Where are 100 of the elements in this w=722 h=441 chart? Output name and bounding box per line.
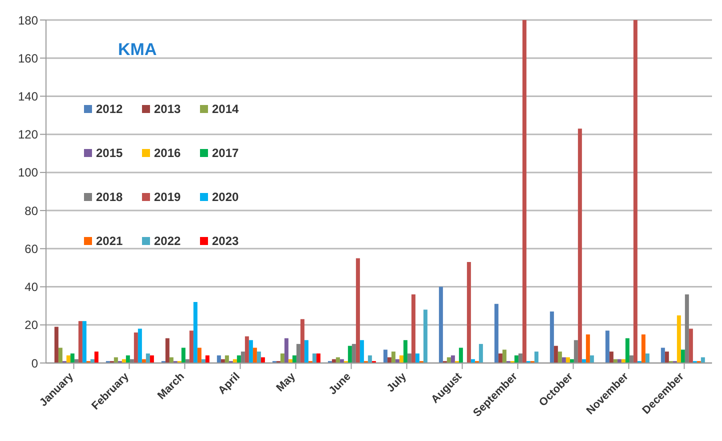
bar (356, 258, 360, 363)
text: KMA (118, 40, 157, 60)
bar (252, 348, 257, 363)
bar (688, 328, 693, 363)
bar (181, 348, 186, 363)
y-tick-label: 80 (24, 204, 38, 218)
bar (224, 355, 229, 363)
bar (312, 353, 316, 363)
bar (629, 355, 634, 363)
bar (352, 344, 356, 363)
bar (625, 338, 630, 363)
bar (450, 355, 455, 363)
bar (391, 352, 396, 363)
bar (478, 344, 483, 363)
bar (617, 359, 622, 363)
bar (522, 20, 526, 363)
bar (150, 355, 154, 363)
bar (514, 355, 518, 363)
bar (605, 330, 610, 363)
bar (220, 359, 225, 363)
bar (232, 359, 237, 363)
bar (292, 355, 296, 363)
y-tick-label: 40 (24, 280, 38, 294)
bar (284, 338, 288, 363)
bar (58, 348, 62, 363)
y-tick-label: 120 (18, 128, 38, 142)
bar (470, 359, 475, 363)
bar (248, 340, 253, 363)
bar (304, 340, 308, 363)
legend-label: 2016 (154, 146, 181, 160)
bar (660, 348, 665, 363)
bar (534, 352, 538, 363)
bar (82, 321, 86, 363)
legend-label: 2015 (96, 146, 123, 160)
bar (244, 336, 249, 363)
bar (126, 355, 130, 363)
bar (90, 359, 94, 363)
bar (403, 340, 408, 363)
legend-label: 2012 (96, 102, 123, 116)
bar (332, 359, 336, 363)
bar (256, 352, 261, 363)
bar (621, 359, 626, 363)
bar (70, 353, 74, 363)
bar (193, 302, 198, 363)
legend-label: 2019 (154, 190, 181, 204)
bar (240, 352, 245, 363)
bar (130, 359, 134, 363)
bar (395, 359, 400, 363)
bar (466, 262, 471, 363)
bar (74, 359, 78, 363)
bar (684, 294, 689, 363)
bar (518, 353, 522, 363)
bar (558, 352, 562, 363)
bar (570, 359, 574, 363)
y-tick-label: 140 (18, 89, 38, 104)
bar (494, 304, 498, 363)
bar (645, 353, 650, 363)
y-tick-label: 100 (18, 166, 38, 180)
bar (201, 359, 206, 363)
bar (142, 359, 146, 363)
bar (415, 353, 420, 363)
bar (498, 353, 502, 363)
bar (280, 353, 284, 363)
bar (407, 353, 412, 363)
bar (582, 359, 586, 363)
bar (502, 350, 506, 363)
bar (236, 355, 241, 363)
bar (340, 359, 344, 363)
y-tick-label: 160 (18, 51, 38, 66)
bar (316, 353, 320, 363)
bar (205, 355, 210, 363)
bar (676, 315, 681, 363)
bar (197, 348, 202, 363)
bar (54, 326, 58, 363)
bar (138, 328, 142, 363)
bar (574, 340, 578, 363)
y-tick-label: 60 (24, 242, 38, 256)
bar (288, 359, 292, 363)
bar (664, 352, 669, 363)
bar (296, 344, 300, 363)
y-tick-label: 20 (24, 318, 38, 332)
bar (94, 352, 98, 363)
bar (550, 312, 554, 363)
legend-label: 2013 (154, 102, 181, 116)
legend-label: 2017 (212, 146, 239, 160)
legend-label: 2014 (212, 102, 239, 116)
bar (216, 355, 221, 363)
legend-label: 2021 (96, 234, 123, 248)
bar (423, 310, 428, 363)
bar (399, 355, 404, 363)
bar (134, 332, 138, 363)
bar (165, 338, 170, 363)
bar (554, 346, 558, 363)
y-tick-label: 0 (31, 356, 38, 370)
legend-label: 2020 (212, 190, 239, 204)
bar (122, 359, 126, 363)
bar (383, 350, 388, 363)
bar (368, 355, 372, 363)
bar (590, 355, 594, 363)
bar (189, 330, 194, 363)
